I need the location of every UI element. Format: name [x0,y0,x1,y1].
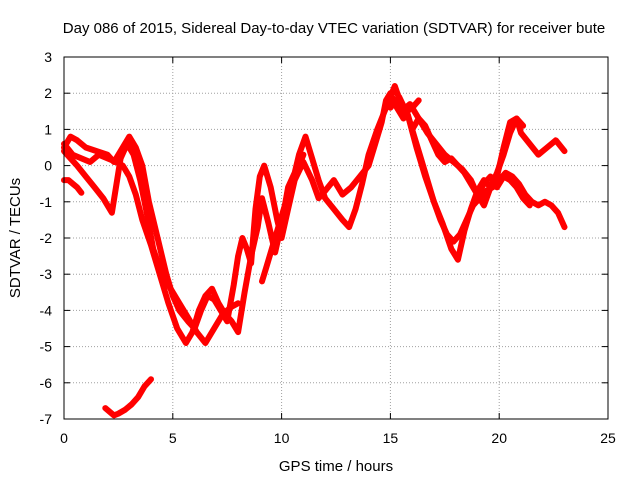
series-track-4 [61,177,85,196]
x-tick-label: 25 [600,430,616,446]
series-track-1 [61,90,413,332]
data-series [61,83,568,419]
x-tick-label: 0 [60,430,68,446]
y-tick-label: 1 [44,121,52,137]
y-tick-label: -1 [40,194,53,210]
series-track-10 [409,115,533,209]
x-tick-labels: 0 5 10 15 20 25 [60,430,616,446]
y-axis-label: SDTVAR / TECUs [7,178,24,298]
y-tick-label: -5 [40,339,53,355]
axis-ticks [63,56,609,420]
y-tick-label: -4 [40,302,53,318]
series-track-6 [259,151,307,285]
x-tick-label: 20 [491,430,507,446]
y-tick-label: 3 [44,49,52,65]
y-tick-label: -7 [40,411,53,427]
y-tick-label: -6 [40,375,53,391]
y-tick-label: 2 [44,85,52,101]
series-track-3 [61,140,242,346]
y-tick-label: -3 [40,266,53,282]
series-track-2 [61,83,422,346]
series-track-5 [102,376,154,419]
x-tick-label: 5 [169,430,177,446]
x-tick-label: 15 [383,430,399,446]
x-axis-label: GPS time / hours [279,458,393,475]
chart-title: Day 086 of 2015, Sidereal Day-to-day VTE… [63,20,605,37]
y-tick-label: 0 [44,158,52,174]
y-tick-label: -2 [40,230,53,246]
series-track-9 [404,111,568,245]
y-tick-labels: -7 -6 -5 -4 -3 -2 -1 0 1 2 3 [40,49,53,427]
x-tick-label: 10 [274,430,290,446]
